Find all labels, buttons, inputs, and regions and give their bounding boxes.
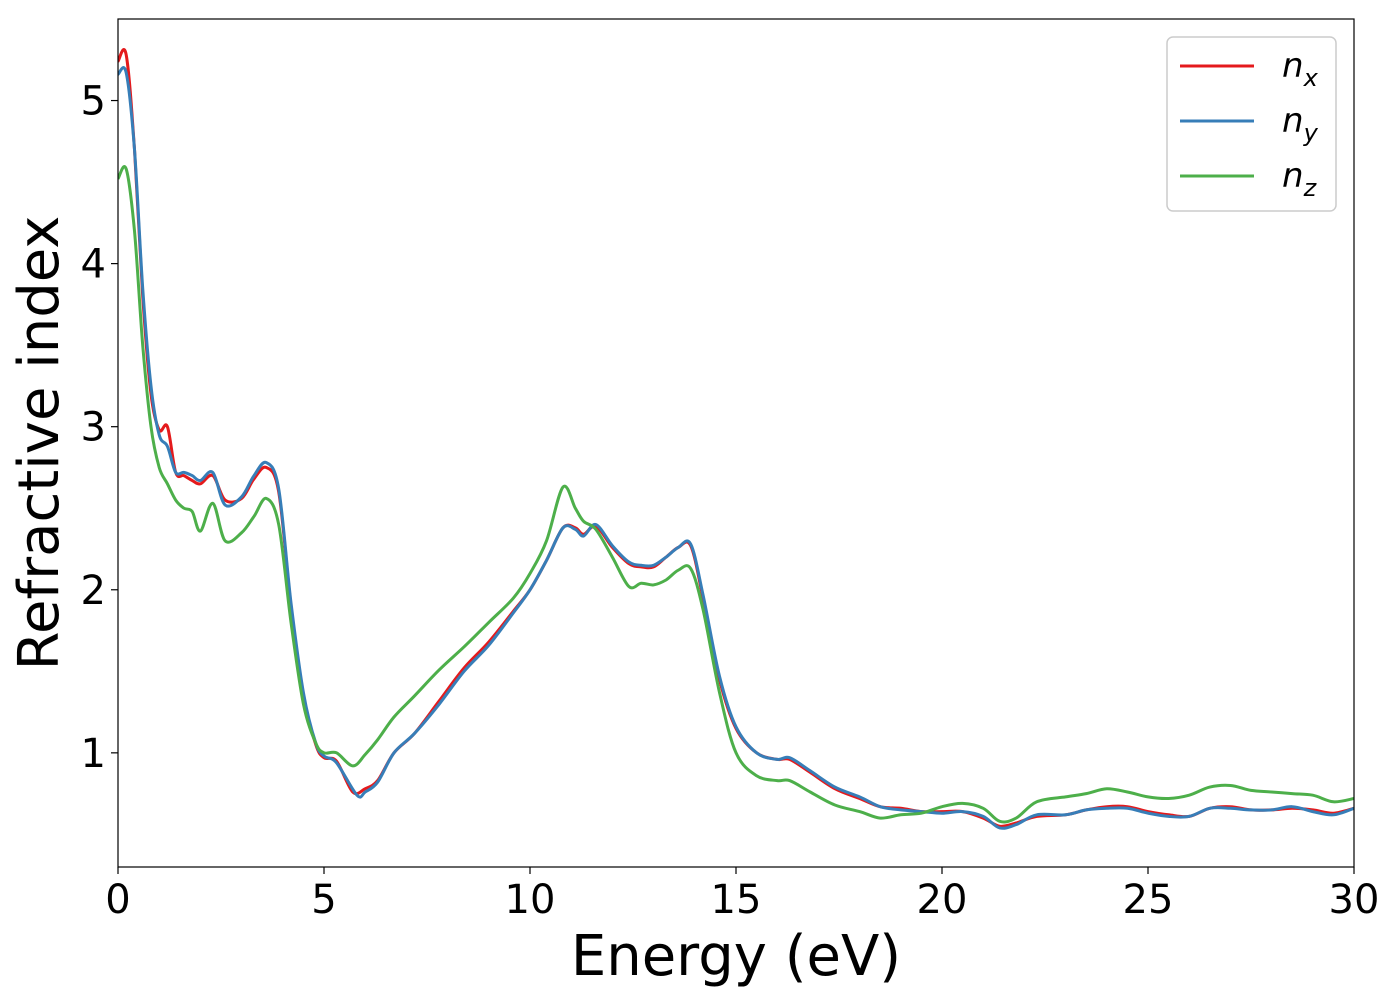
legend-label-ny: ny [1282, 101, 1319, 147]
y-tick-label: 2 [81, 568, 106, 614]
ticks-layer: 0 5 10 15 20 25 30 1 2 3 4 5 [81, 79, 1380, 923]
x-tick-label: 25 [1123, 877, 1174, 923]
legend-box [1166, 36, 1337, 212]
x-tick-label: 30 [1329, 877, 1380, 923]
y-tick-label: 3 [81, 405, 106, 451]
x-tick-label: 0 [105, 877, 130, 923]
x-tick-label: 20 [917, 877, 968, 923]
y-tick-label: 1 [81, 731, 106, 777]
legend-label-nx: nx [1282, 46, 1319, 92]
legend-entries: nx ny nz [1180, 46, 1319, 202]
y-tick-label: 5 [81, 79, 106, 125]
legend-label-nz: nz [1282, 156, 1318, 202]
x-tick-label: 15 [711, 877, 762, 923]
series-line-ny [118, 66, 1354, 830]
x-tick-label: 10 [505, 877, 556, 923]
x-axis-title: Energy (eV) [571, 924, 901, 989]
y-tick-label: 4 [81, 242, 106, 288]
y-axis-title: Refractive index [7, 216, 72, 671]
x-tick-label: 5 [311, 877, 336, 923]
series-line-nz [118, 165, 1354, 824]
series-layer [118, 48, 1354, 830]
legend: nx ny nz [1166, 36, 1337, 212]
